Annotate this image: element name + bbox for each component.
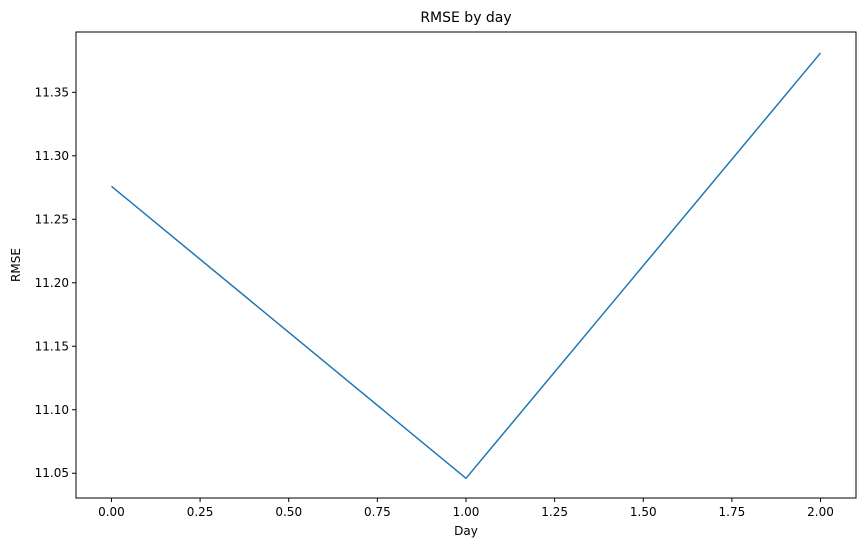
x-tick-label: 1.00 bbox=[453, 505, 480, 519]
x-tick-label: 0.00 bbox=[98, 505, 125, 519]
y-tick-label: 11.35 bbox=[35, 85, 69, 99]
plot-frame bbox=[75, 31, 857, 499]
series-layer bbox=[110, 52, 822, 480]
y-tick-label: 11.05 bbox=[35, 466, 69, 480]
x-tick-label: 1.25 bbox=[541, 505, 568, 519]
y-tick-label: 11.30 bbox=[35, 149, 69, 163]
x-tick-label: 1.50 bbox=[630, 505, 657, 519]
y-axis: 11.05 11.10 11.15 11.20 11.25 11.30 11.35 bbox=[35, 85, 76, 480]
x-tick-label: 0.75 bbox=[364, 505, 391, 519]
y-axis-label: RMSE bbox=[9, 248, 23, 282]
x-tick-label: 0.50 bbox=[275, 505, 302, 519]
x-tick-label: 2.00 bbox=[807, 505, 834, 519]
x-axis-label: Day bbox=[454, 524, 478, 538]
y-tick-label: 11.25 bbox=[35, 212, 69, 226]
y-tick-label: 11.15 bbox=[35, 339, 69, 353]
y-tick-label: 11.20 bbox=[35, 276, 69, 290]
x-tick-label: 1.75 bbox=[719, 505, 746, 519]
x-axis: 0.00 0.25 0.50 0.75 1.00 1.25 1.50 1.75 2.00 bbox=[98, 498, 834, 519]
x-tick-label: 0.25 bbox=[187, 505, 214, 519]
y-tick-label: 11.10 bbox=[35, 403, 69, 417]
chart-title: RMSE by day bbox=[420, 10, 511, 26]
series-line bbox=[110, 52, 822, 480]
